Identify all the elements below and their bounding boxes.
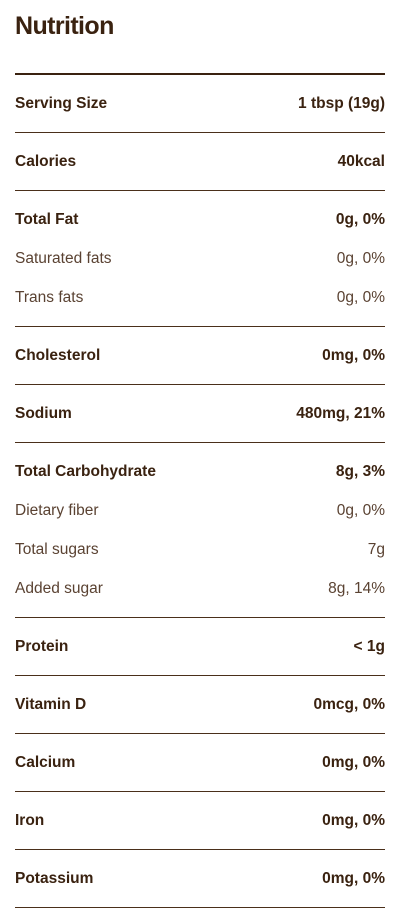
nutrition-group: Cholesterol 0mg, 0% [15, 327, 385, 385]
nutrient-label: Vitamin D [15, 696, 87, 713]
nutrition-group: Iron 0mg, 0% [15, 792, 385, 850]
nutrition-row: Calories 40kcal [15, 142, 385, 181]
nutrient-label: Total Fat [15, 211, 79, 228]
nutrition-row: Potassium 0mg, 0% [15, 859, 385, 898]
nutrition-row: Added sugar 8g, 14% [15, 569, 385, 608]
nutrition-table: Serving Size 1 tbsp (19g) Calories 40kcal To… [15, 73, 385, 908]
nutrient-label: Trans fats [15, 289, 84, 306]
nutrient-label: Sodium [15, 405, 72, 422]
nutrient-value: 0mg, 0% [322, 754, 385, 771]
top-divider [15, 73, 385, 75]
nutrition-groups: Serving Size 1 tbsp (19g) Calories 40kcal To… [15, 75, 385, 908]
nutrient-label: Iron [15, 812, 45, 829]
nutrient-label: Dietary fiber [15, 502, 99, 519]
nutrient-label: Saturated fats [15, 250, 112, 267]
nutrient-value: 0mg, 0% [322, 347, 385, 364]
nutrition-row: Total sugars 7g [15, 530, 385, 569]
nutrition-group: Calcium 0mg, 0% [15, 734, 385, 792]
nutrient-label: Calories [15, 153, 77, 170]
page-title: Nutrition [15, 12, 114, 40]
nutrient-label: Serving Size [15, 95, 108, 112]
nutrient-label: Cholesterol [15, 347, 101, 364]
nutrition-group: Total Fat 0g, 0% Saturated fats 0g, 0% Trans… [15, 191, 385, 327]
nutrient-label: Total Carbohydrate [15, 463, 156, 480]
nutrition-row: Total Fat 0g, 0% [15, 200, 385, 239]
nutrient-value: 1 tbsp (19g) [298, 95, 385, 112]
nutrient-label: Total sugars [15, 541, 99, 558]
nutrient-value: 0g, 0% [336, 289, 385, 306]
nutrition-group: Potassium 0mg, 0% [15, 850, 385, 908]
nutrition-row: Total Carbohydrate 8g, 3% [15, 452, 385, 491]
nutrient-label: Calcium [15, 754, 76, 771]
nutrition-row: Trans fats 0g, 0% [15, 278, 385, 317]
nutrient-value: 8g, 14% [328, 580, 385, 597]
nutrient-value: 40kcal [337, 153, 385, 170]
nutrient-label: Protein [15, 638, 69, 655]
nutrient-label: Potassium [15, 870, 94, 887]
nutrient-label: Added sugar [15, 580, 103, 597]
nutrient-value: < 1g [353, 638, 385, 655]
nutrient-value: 0g, 0% [336, 502, 385, 519]
nutrition-row: Saturated fats 0g, 0% [15, 239, 385, 278]
nutrition-panel: Nutrition Serving Size 1 tbsp (19g) Calori… [15, 12, 385, 908]
nutrition-row: Vitamin D 0mcg, 0% [15, 685, 385, 724]
nutrition-group: Total Carbohydrate 8g, 3% Dietary fiber 0g,… [15, 443, 385, 618]
nutrient-value: 480mg, 21% [296, 405, 385, 422]
nutrition-row: Serving Size 1 tbsp (19g) [15, 84, 385, 123]
nutrient-value: 0g, 0% [336, 250, 385, 267]
nutrition-row: Iron 0mg, 0% [15, 801, 385, 840]
nutrient-value: 0mg, 0% [322, 812, 385, 829]
nutrition-row: Calcium 0mg, 0% [15, 743, 385, 782]
nutrient-value: 8g, 3% [335, 463, 385, 480]
nutrition-group: Protein < 1g [15, 618, 385, 676]
nutrition-row: Cholesterol 0mg, 0% [15, 336, 385, 375]
nutrient-value: 7g [367, 541, 385, 558]
nutrient-value: 0mcg, 0% [313, 696, 385, 713]
nutrition-group: Sodium 480mg, 21% [15, 385, 385, 443]
nutrition-group: Serving Size 1 tbsp (19g) [15, 75, 385, 133]
nutrition-group: Vitamin D 0mcg, 0% [15, 676, 385, 734]
nutrition-row: Sodium 480mg, 21% [15, 394, 385, 433]
nutrition-row: Dietary fiber 0g, 0% [15, 491, 385, 530]
nutrient-value: 0g, 0% [335, 211, 385, 228]
nutrition-row: Protein < 1g [15, 627, 385, 666]
nutrition-group: Calories 40kcal [15, 133, 385, 191]
nutrient-value: 0mg, 0% [322, 870, 385, 887]
